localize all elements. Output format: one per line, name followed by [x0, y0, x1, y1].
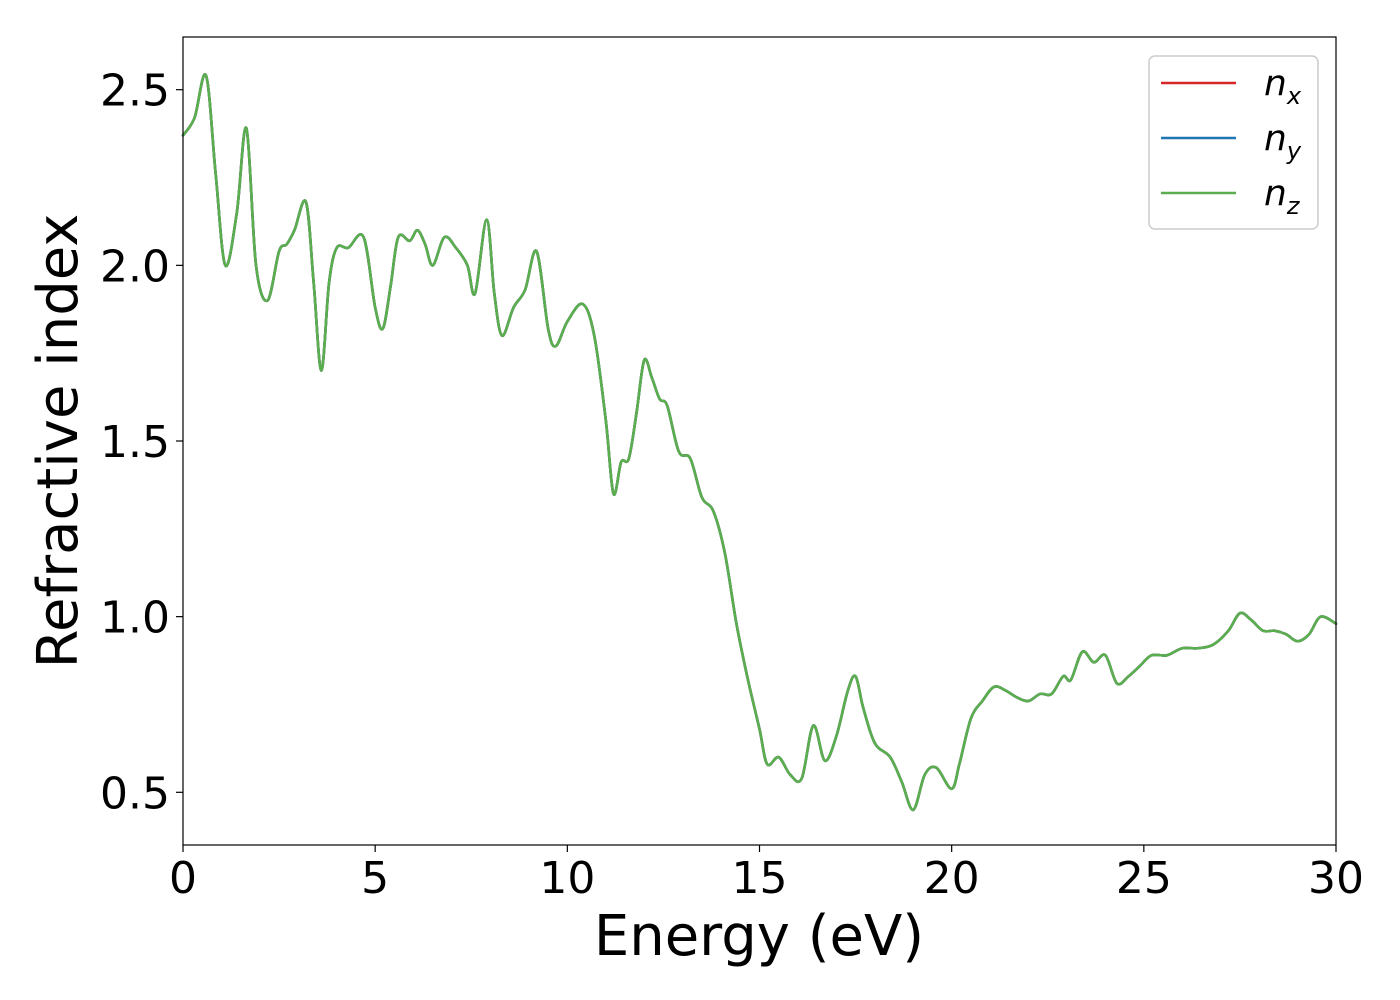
legend-box — [1148, 55, 1319, 230]
x-tick-label: 25 — [1116, 853, 1172, 904]
y-axis-ticks: 0.5 1.0 1.5 2.0 2.5 — [100, 66, 183, 819]
y-axis-label: Refractive index — [26, 214, 91, 669]
y-tick-label: 1.5 — [100, 417, 170, 468]
x-tick-label: 30 — [1308, 853, 1364, 904]
legend-symbol: n — [1264, 118, 1287, 159]
series-line-n-z — [181, 73, 1338, 812]
x-tick-label: 15 — [732, 853, 788, 904]
x-tick-label: 10 — [539, 853, 595, 904]
legend-label: nx — [1264, 63, 1302, 110]
x-axis-ticks: 0 5 10 15 20 25 30 — [169, 845, 1364, 904]
series-layer — [181, 73, 1338, 812]
legend-label: ny — [1264, 118, 1302, 165]
y-tick-label: 1.0 — [100, 593, 170, 644]
legend-subscript: z — [1286, 192, 1301, 220]
plot-area — [183, 37, 1336, 845]
y-tick-label: 2.0 — [100, 241, 170, 292]
legend-subscript: x — [1286, 82, 1302, 110]
legend-label: nz — [1264, 173, 1301, 220]
x-axis-label: Energy (eV) — [594, 904, 924, 969]
legend-symbol: n — [1264, 63, 1287, 104]
legend-symbol: n — [1264, 173, 1287, 214]
legend-subscript: y — [1286, 137, 1302, 165]
x-tick-label: 20 — [924, 853, 980, 904]
x-tick-label: 5 — [361, 853, 389, 904]
x-tick-label: 0 — [169, 853, 197, 904]
y-tick-label: 2.5 — [100, 66, 170, 117]
y-tick-label: 0.5 — [100, 768, 170, 819]
